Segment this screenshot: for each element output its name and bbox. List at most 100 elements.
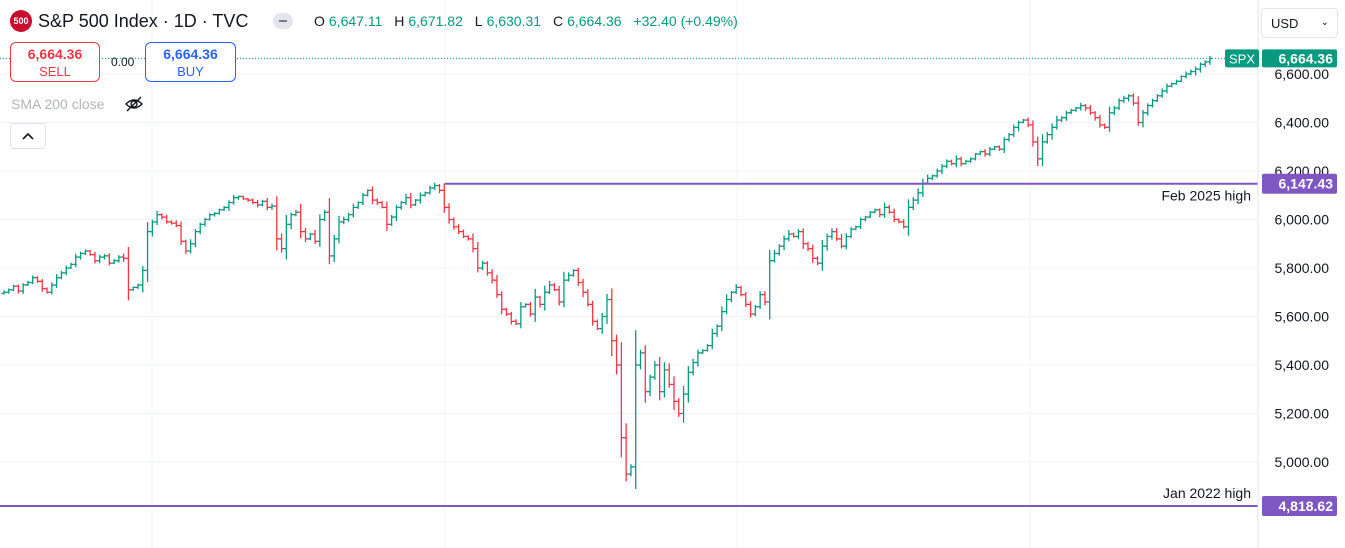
ohlc-bar: [212, 212, 218, 217]
ohlc-bar: [542, 285, 548, 311]
ohlc-bar: [494, 274, 500, 298]
ohlc-bar: [465, 235, 471, 241]
ohlc-bar: [657, 357, 663, 401]
sell-button[interactable]: 6,664.36 SELL: [10, 42, 100, 82]
ohlc-bar: [661, 362, 667, 398]
ohlc-bar: [523, 303, 529, 308]
ohlc-bar: [848, 227, 854, 239]
ohlc-bar: [647, 374, 653, 397]
ohlc-bar: [1140, 109, 1146, 128]
ohlc-bar: [953, 155, 959, 168]
ohlc-bar: [489, 269, 495, 284]
ohlc-bar: [1178, 75, 1184, 83]
ohlc-bar: [862, 216, 868, 222]
ohlc-bar: [690, 358, 696, 376]
ohlc-bar: [121, 253, 127, 262]
ohlc-bar: [255, 199, 261, 208]
chevron-up-icon: [22, 132, 34, 140]
ohlc-bar: [135, 283, 141, 290]
ohlc-bar: [977, 150, 983, 156]
ohlc-bar: [326, 198, 332, 265]
ohlc-bar: [772, 249, 777, 263]
ohlc-bar: [819, 239, 825, 271]
ohlc-bar: [350, 203, 356, 218]
hide-eye-icon[interactable]: [124, 95, 144, 113]
ohlc-bar: [173, 220, 179, 228]
ohlc-bar: [1054, 115, 1060, 130]
ohlc-bar: [585, 289, 591, 307]
ohlc-bar: [1011, 124, 1017, 138]
ohlc-bar: [63, 265, 69, 276]
ohlc-bar: [901, 219, 907, 229]
ohlc-bar: [1016, 120, 1022, 132]
ohlc-bar: [1063, 110, 1069, 121]
y-tick-label: 6,000.00: [1275, 212, 1330, 228]
ohlc-bar: [360, 192, 366, 206]
price-axis[interactable]: 6,600.006,400.006,200.006,000.005,800.00…: [1225, 0, 1337, 548]
ohlc-bar: [231, 194, 237, 205]
y-tick-label: 6,600.00: [1275, 66, 1330, 82]
buy-button[interactable]: 6,664.36 BUY: [145, 42, 236, 82]
ohlc-bar: [556, 285, 562, 306]
high-label: H: [394, 13, 405, 29]
ohlc-bar: [384, 201, 390, 231]
ohlc-bar: [355, 201, 361, 209]
ohlc-bar: [1107, 106, 1112, 132]
indicator-label[interactable]: SMA 200 close: [11, 96, 105, 112]
ohlc-bar: [269, 203, 275, 210]
ohlc-bar: [1169, 82, 1175, 88]
ohlc-bar: [188, 239, 194, 254]
ohlc-bar: [504, 307, 509, 316]
ohlc-bar: [733, 284, 739, 294]
ohlc-bar: [274, 196, 280, 251]
ohlc-bar: [250, 198, 256, 205]
ohlc-bar: [279, 233, 285, 253]
collapse-legend-button[interactable]: [10, 123, 46, 149]
ohlc-bar: [130, 286, 136, 291]
ohlc-bar: [724, 294, 730, 315]
ohlc-bar: [939, 163, 945, 175]
ohlc-bar: [1044, 131, 1050, 144]
market-status-icon[interactable]: [273, 13, 293, 29]
ohlc-bar: [475, 242, 481, 273]
ohlc-bar: [1135, 96, 1141, 126]
ohlc-bar: [800, 228, 806, 249]
currency-select[interactable]: USD ⌄: [1261, 8, 1338, 38]
ohlc-bar: [906, 199, 911, 236]
ohlc-bar: [298, 203, 304, 239]
ohlc-bar: [331, 234, 337, 263]
ohlc-bar: [815, 256, 821, 266]
ohlc-bar: [728, 290, 734, 303]
ohlc-bar: [370, 186, 375, 205]
chevron-down-icon: ⌄: [1320, 17, 1329, 28]
sp500-logo-icon: 500: [10, 10, 32, 32]
ohlc-bar: [92, 251, 98, 264]
ohlc-bar: [432, 182, 438, 190]
ohlc-bar: [1083, 104, 1089, 111]
y-tick-label: 5,800.00: [1275, 260, 1330, 276]
ohlc-bar: [82, 249, 88, 256]
ohlc-bar: [824, 233, 830, 251]
ohlc-bar: [561, 271, 567, 308]
ohlc-bar: [886, 204, 892, 214]
high-value: 6,671.82: [408, 13, 463, 29]
open-value: 6,647.11: [328, 13, 383, 29]
symbol-header[interactable]: 500 S&P 500 Index · 1D · TVC: [10, 8, 248, 34]
ohlc-bar: [499, 291, 505, 315]
ohlc-bar: [20, 283, 26, 294]
ohlc-bar: [417, 192, 423, 204]
ohlc-bar: [1174, 79, 1179, 85]
ohlc-bar: [236, 195, 241, 200]
ohlc-bar: [1126, 94, 1132, 102]
ohlc-bar: [164, 214, 170, 224]
ohlc-bar: [1, 290, 7, 295]
ohlc-bar: [987, 146, 993, 157]
ohlc-bar: [834, 228, 840, 241]
ohlc-bar: [379, 200, 385, 209]
symbol-title[interactable]: S&P 500 Index · 1D · TVC: [38, 10, 249, 31]
ohlc-bar: [1092, 111, 1098, 121]
ohlc-bar: [68, 262, 74, 269]
grid-lines: [0, 0, 1258, 548]
ohlc-bar: [786, 230, 792, 242]
